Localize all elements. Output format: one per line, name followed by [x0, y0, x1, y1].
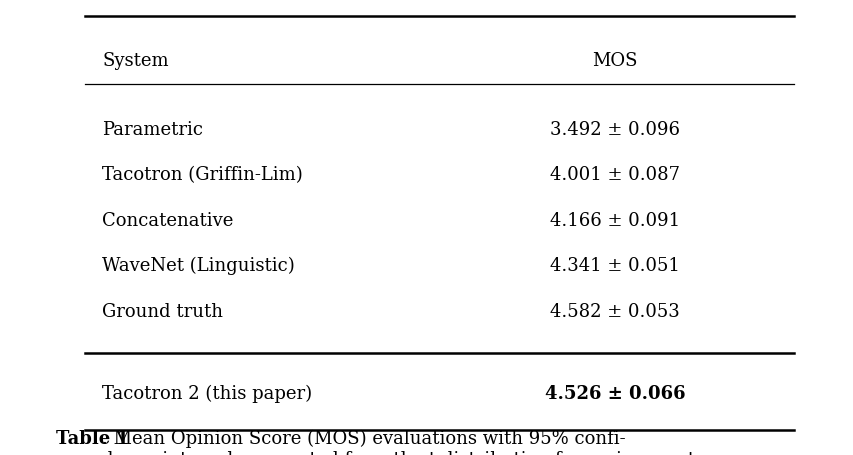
Text: System: System	[102, 52, 169, 71]
Text: 4.526 ± 0.066: 4.526 ± 0.066	[544, 384, 684, 403]
Text: 4.341 ± 0.051: 4.341 ± 0.051	[549, 257, 679, 275]
Text: Parametric: Parametric	[102, 121, 203, 139]
Text: 4.582 ± 0.053: 4.582 ± 0.053	[549, 303, 679, 321]
Text: Ground truth: Ground truth	[102, 303, 223, 321]
Text: 4.166 ± 0.091: 4.166 ± 0.091	[549, 212, 679, 230]
Text: Tacotron (Griffin-Lim): Tacotron (Griffin-Lim)	[102, 166, 303, 184]
Text: Tacotron 2 (this paper): Tacotron 2 (this paper)	[102, 384, 312, 403]
Text: Table 1: Table 1	[55, 430, 128, 448]
Text: 4.001 ± 0.087: 4.001 ± 0.087	[549, 166, 679, 184]
Text: . Mean Opinion Score (MOS) evaluations with 95% confi-
dence intervals computed : . Mean Opinion Score (MOS) evaluations w…	[102, 430, 736, 455]
Text: WaveNet (Linguistic): WaveNet (Linguistic)	[102, 257, 295, 275]
Text: MOS: MOS	[591, 52, 637, 71]
Text: 3.492 ± 0.096: 3.492 ± 0.096	[549, 121, 679, 139]
Text: Concatenative: Concatenative	[102, 212, 234, 230]
